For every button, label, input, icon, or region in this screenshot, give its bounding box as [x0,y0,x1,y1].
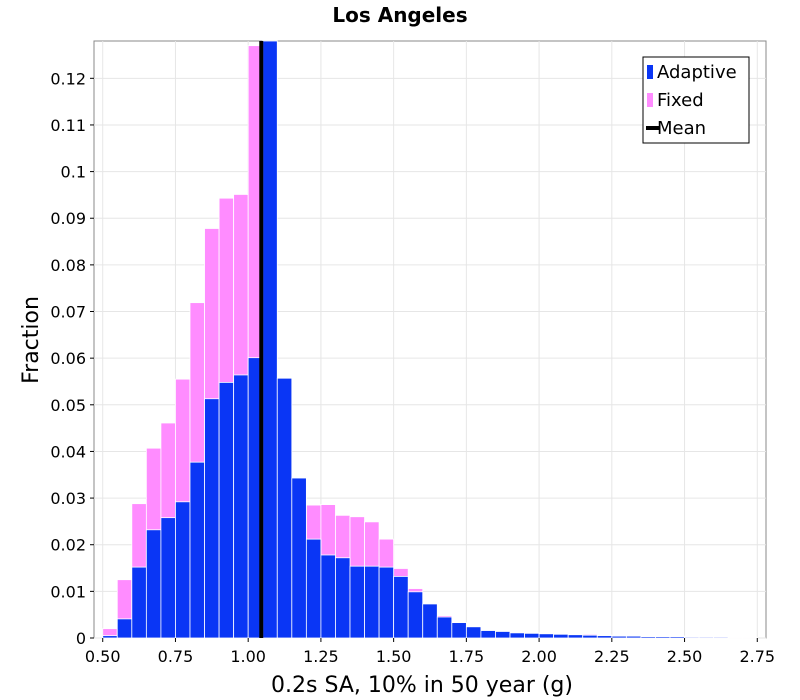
y-tick-label: 0.07 [50,303,86,322]
adaptive-bar [611,635,627,639]
adaptive-bar [175,501,191,639]
legend-swatch-adaptive [647,65,653,79]
adaptive-bar [145,529,162,639]
adaptive-bar [436,616,453,639]
adaptive-bar [407,591,424,639]
x-tick-label: 2.50 [667,647,703,666]
adaptive-bar [713,636,729,639]
y-tick-label: 0.02 [50,536,86,555]
adaptive-bar [393,576,409,639]
legend-label-mean: Mean [657,118,706,139]
x-tick-label: 2.75 [739,647,775,666]
adaptive-bar [538,633,555,639]
y-tick-label: 0.01 [50,582,86,601]
chart-title: Los Angeles [332,3,467,27]
adaptive-bar [204,398,220,639]
adaptive-bar [640,636,656,639]
adaptive-bar [480,630,496,639]
x-tick-label: 1.75 [449,647,485,666]
adaptive-bar [509,632,525,639]
y-tick-label: 0.04 [50,442,86,461]
legend-box [642,56,750,144]
adaptive-bar [160,517,176,639]
legend-label-adaptive: Adaptive [657,62,737,83]
adaptive-bar [364,565,380,639]
adaptive-bar [582,634,598,639]
y-tick-label: 0.06 [50,349,86,368]
legend-swatch-fixed [647,93,653,107]
x-tick-label: 1.25 [303,647,339,666]
y-tick-label: 0.11 [50,116,86,135]
x-tick-label: 1.50 [376,647,412,666]
adaptive-bar [305,538,322,639]
y-tick-label: 0.03 [50,489,86,508]
adaptive-bar [625,635,642,639]
x-axis-title: 0.2s SA, 10% in 50 year (g) [271,673,573,698]
adaptive-bar [567,634,584,639]
x-tick-label: 2.00 [521,647,557,666]
adaptive-bar [276,377,293,639]
adaptive-bar [553,633,569,639]
adaptive-bar [320,554,336,639]
adaptive-bar [291,477,307,639]
legend-swatch-mean [646,126,660,130]
adaptive-bar [684,636,700,639]
x-tick-label: 0.50 [85,647,121,666]
adaptive-bar [131,566,147,639]
adaptive-bar [189,461,205,639]
adaptive-bar [233,374,249,639]
adaptive-bar [116,618,133,639]
adaptive-bar [524,632,540,639]
y-tick-label: 0.09 [50,209,86,228]
legend-label-fixed: Fixed [657,90,704,111]
adaptive-bar [465,626,482,639]
x-tick-label: 2.25 [594,647,630,666]
adaptive-bar [102,635,118,639]
adaptive-series-bars [102,40,758,639]
y-tick-label: 0.05 [50,396,86,415]
adaptive-bar [669,636,685,639]
y-axis-title: Fraction [19,296,44,384]
adaptive-bar [596,635,613,639]
adaptive-bar [378,566,395,639]
adaptive-bar [698,636,715,639]
adaptive-bar [495,631,511,639]
adaptive-bar [349,565,365,639]
x-tick-label: 0.75 [158,647,194,666]
x-tick-label: 1.00 [230,647,266,666]
y-axis-ticks: 0 0.01 0.02 0.03 0.04 0.05 0.06 0.07 0.08 0.09 0.1… [50,69,94,648]
adaptive-bar [262,40,278,639]
y-tick-label: 0 [76,629,86,648]
legend: Adaptive Fixed Mean [642,56,750,144]
adaptive-bar [451,622,467,639]
y-tick-label: 0.08 [50,256,86,275]
x-axis-ticks: 0.50 0.75 1.00 1.25 1.50 1.75 2.00 2.25 2.50 2.75 [85,638,775,666]
adaptive-bar [335,557,351,639]
adaptive-bar [655,636,671,639]
y-tick-label: 0.1 [61,163,86,182]
y-tick-label: 0.12 [50,69,86,88]
adaptive-bar [218,382,235,639]
adaptive-bar [422,603,438,639]
